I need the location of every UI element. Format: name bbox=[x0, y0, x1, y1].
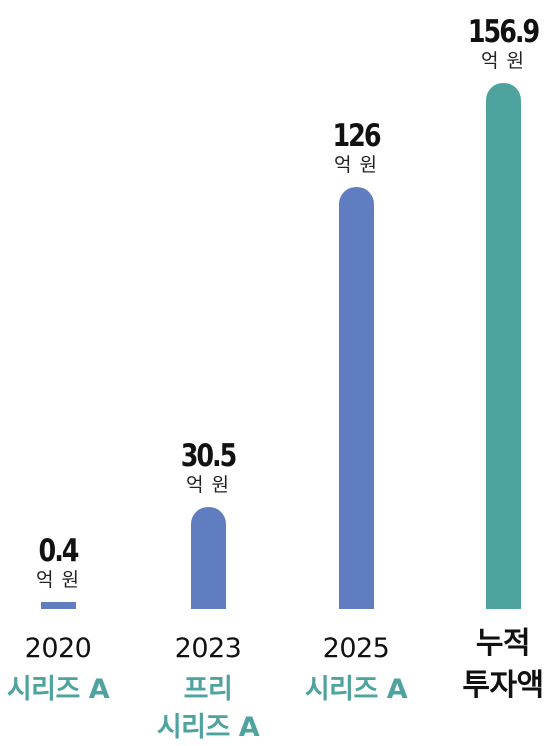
value-label: 156.9 bbox=[467, 14, 540, 50]
category-label: 누적 bbox=[475, 626, 531, 661]
year-label: 2020 bbox=[24, 633, 92, 664]
category-label: 시리즈 A bbox=[6, 674, 110, 705]
category-label: 투자액 bbox=[462, 668, 544, 703]
category-label: 프리 bbox=[183, 674, 233, 705]
bar-2023 bbox=[190, 506, 226, 609]
bar-cumulative bbox=[485, 83, 521, 609]
unit-label: 억 원 bbox=[186, 473, 230, 496]
category-label: 시리즈 A bbox=[304, 674, 408, 705]
category-label: 시리즈 A bbox=[156, 712, 260, 743]
value-label: 126 bbox=[332, 117, 382, 154]
value-label: 0.4 bbox=[38, 533, 80, 569]
year-label: 2023 bbox=[174, 633, 242, 664]
bar-2020 bbox=[40, 602, 76, 609]
value-label: 30.5 bbox=[180, 437, 238, 474]
unit-label: 억 원 bbox=[36, 569, 80, 591]
year-label: 2025 bbox=[322, 633, 390, 664]
unit-label: 억 원 bbox=[481, 50, 525, 72]
bar-2025 bbox=[338, 186, 374, 609]
unit-label: 억 원 bbox=[334, 153, 378, 176]
